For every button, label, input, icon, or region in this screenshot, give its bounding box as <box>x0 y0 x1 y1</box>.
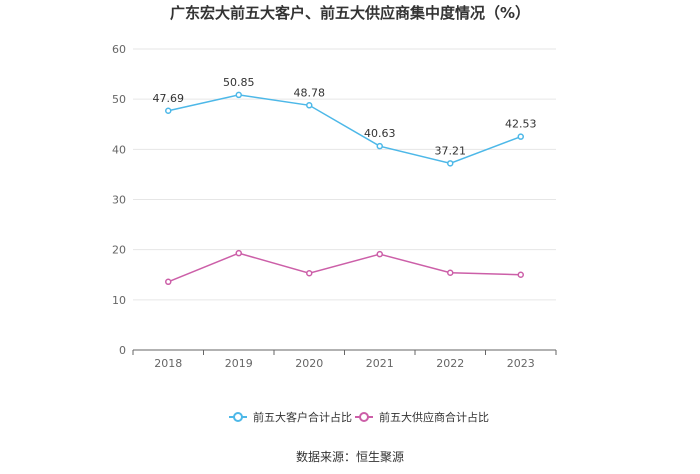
legend-swatch-marker <box>233 412 243 422</box>
grid-lines <box>133 48 556 301</box>
data-point[interactable] <box>306 269 313 277</box>
y-tick-label: 40 <box>112 143 126 156</box>
y-tick-label: 20 <box>112 244 126 257</box>
x-tick-label: 2022 <box>436 357 464 370</box>
y-tick-label: 50 <box>112 93 126 106</box>
data-label: 40.63 <box>364 127 396 140</box>
series-group: 47.69 50.85 48.78 40.63 37.21 42.53 <box>153 76 537 286</box>
data-label: 37.21 <box>435 144 467 157</box>
data-label: 50.85 <box>223 76 255 89</box>
source-note: 数据来源：恒生聚源 <box>296 449 404 464</box>
data-point[interactable] <box>306 102 313 109</box>
data-point[interactable] <box>165 107 172 115</box>
legend[interactable]: 前五大客户合计占比 前五大供应商合计占比 <box>229 410 489 424</box>
data-label: 47.69 <box>153 92 185 105</box>
legend-swatch-marker <box>359 412 369 422</box>
data-point[interactable] <box>235 91 242 99</box>
data-point[interactable] <box>517 271 524 278</box>
series-line-1 <box>167 252 521 283</box>
x-tick-label: 2020 <box>295 357 323 370</box>
y-axis: 0 10 20 30 40 50 60 <box>112 43 126 357</box>
data-point[interactable] <box>447 269 454 276</box>
data-point[interactable] <box>376 142 383 150</box>
legend-item-0[interactable]: 前五大客户合计占比 <box>229 410 352 424</box>
chart-title: 广东宏大前五大客户、前五大供应商集中度情况（%） <box>170 4 530 22</box>
legend-label: 前五大供应商合计占比 <box>379 410 489 424</box>
series-line-0 <box>168 94 522 165</box>
data-point[interactable] <box>517 133 524 140</box>
y-tick-label: 60 <box>112 43 126 56</box>
x-tick-label: 2021 <box>366 357 394 370</box>
y-tick-label: 0 <box>119 344 126 357</box>
legend-label: 前五大客户合计占比 <box>253 410 352 424</box>
x-tick-label: 2019 <box>225 357 253 370</box>
data-point[interactable] <box>376 250 383 258</box>
x-axis: 2018 2019 2020 2021 2022 2023 <box>132 349 557 370</box>
x-tick-label: 2018 <box>154 357 182 370</box>
y-tick-label: 10 <box>112 294 126 307</box>
data-point[interactable] <box>235 249 242 257</box>
data-label: 48.78 <box>294 86 326 99</box>
x-tick-label: 2023 <box>507 357 535 370</box>
data-point[interactable] <box>165 278 172 286</box>
data-label: 42.53 <box>505 118 537 131</box>
y-tick-label: 30 <box>112 194 126 207</box>
data-point[interactable] <box>447 160 454 167</box>
legend-item-1[interactable]: 前五大供应商合计占比 <box>355 410 489 424</box>
